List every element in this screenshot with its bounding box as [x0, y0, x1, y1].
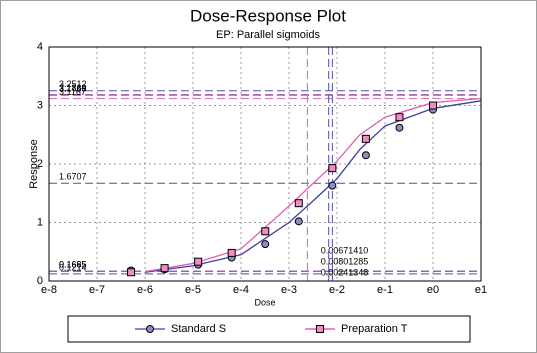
- data-point: [227, 248, 236, 257]
- reference-label: 3.2512: [59, 79, 87, 89]
- x-tick-label: e-8: [41, 284, 57, 296]
- data-point: [294, 199, 303, 208]
- reference-label: 3.1167: [59, 87, 86, 97]
- data-point: [328, 164, 337, 173]
- reference-label: 0.1685: [59, 260, 87, 270]
- data-point: [127, 268, 136, 277]
- x-tick-label: e-5: [185, 284, 201, 296]
- reference-label: 1.6707: [59, 172, 87, 182]
- x-tick-label: e-7: [89, 284, 105, 296]
- x-tick-label: e0: [427, 284, 439, 296]
- data-point: [395, 113, 404, 122]
- x-tick-label: e-1: [377, 284, 393, 296]
- y-tick-label: 2: [37, 158, 43, 170]
- data-point: [429, 101, 437, 110]
- y-tick-label: 1: [37, 216, 43, 228]
- legend-label: Standard S: [171, 323, 226, 335]
- x-tick-label: e-6: [137, 284, 153, 296]
- chart-title: Dose-Response Plot: [190, 6, 346, 25]
- data-point: [160, 264, 169, 273]
- reference-label: 0.00241348: [321, 267, 369, 277]
- x-tick-label: e1: [475, 284, 487, 296]
- legend-label: Preparation T: [341, 323, 408, 335]
- x-tick-label: e-3: [281, 284, 297, 296]
- reference-label: 0.1665: [59, 260, 87, 270]
- data-point: [328, 181, 337, 190]
- plot-border: [48, 46, 482, 282]
- y-tick-label: 0: [37, 275, 43, 287]
- x-tick-label: e-4: [233, 284, 249, 296]
- x-tick-label: e-2: [329, 284, 345, 296]
- data-point: [194, 257, 203, 266]
- data-point: [361, 151, 370, 160]
- legend-box: [67, 315, 471, 343]
- y-axis-label: Response: [28, 139, 40, 189]
- data-point: [361, 134, 370, 143]
- y-tick-label: 4: [37, 41, 43, 53]
- reference-label: 0.00801285: [321, 256, 369, 266]
- data-point: [294, 217, 303, 226]
- fit-curve: [144, 97, 482, 273]
- reference-label: 3.1765: [59, 84, 87, 94]
- reference-label: 3.1869: [59, 83, 87, 93]
- data-point: [395, 123, 404, 132]
- data-point: [261, 240, 270, 249]
- data-point: [261, 227, 270, 236]
- legend-marker: [316, 325, 324, 333]
- legend-marker: [146, 325, 154, 333]
- reference-label: 0.1214: [59, 262, 87, 272]
- reference-label: 0.00671410: [321, 245, 369, 255]
- y-tick-label: 3: [37, 99, 43, 111]
- x-axis-label: Dose: [254, 297, 275, 307]
- chart-subtitle: EP: Parallel sigmoids: [216, 29, 320, 41]
- fit-curve: [144, 100, 482, 273]
